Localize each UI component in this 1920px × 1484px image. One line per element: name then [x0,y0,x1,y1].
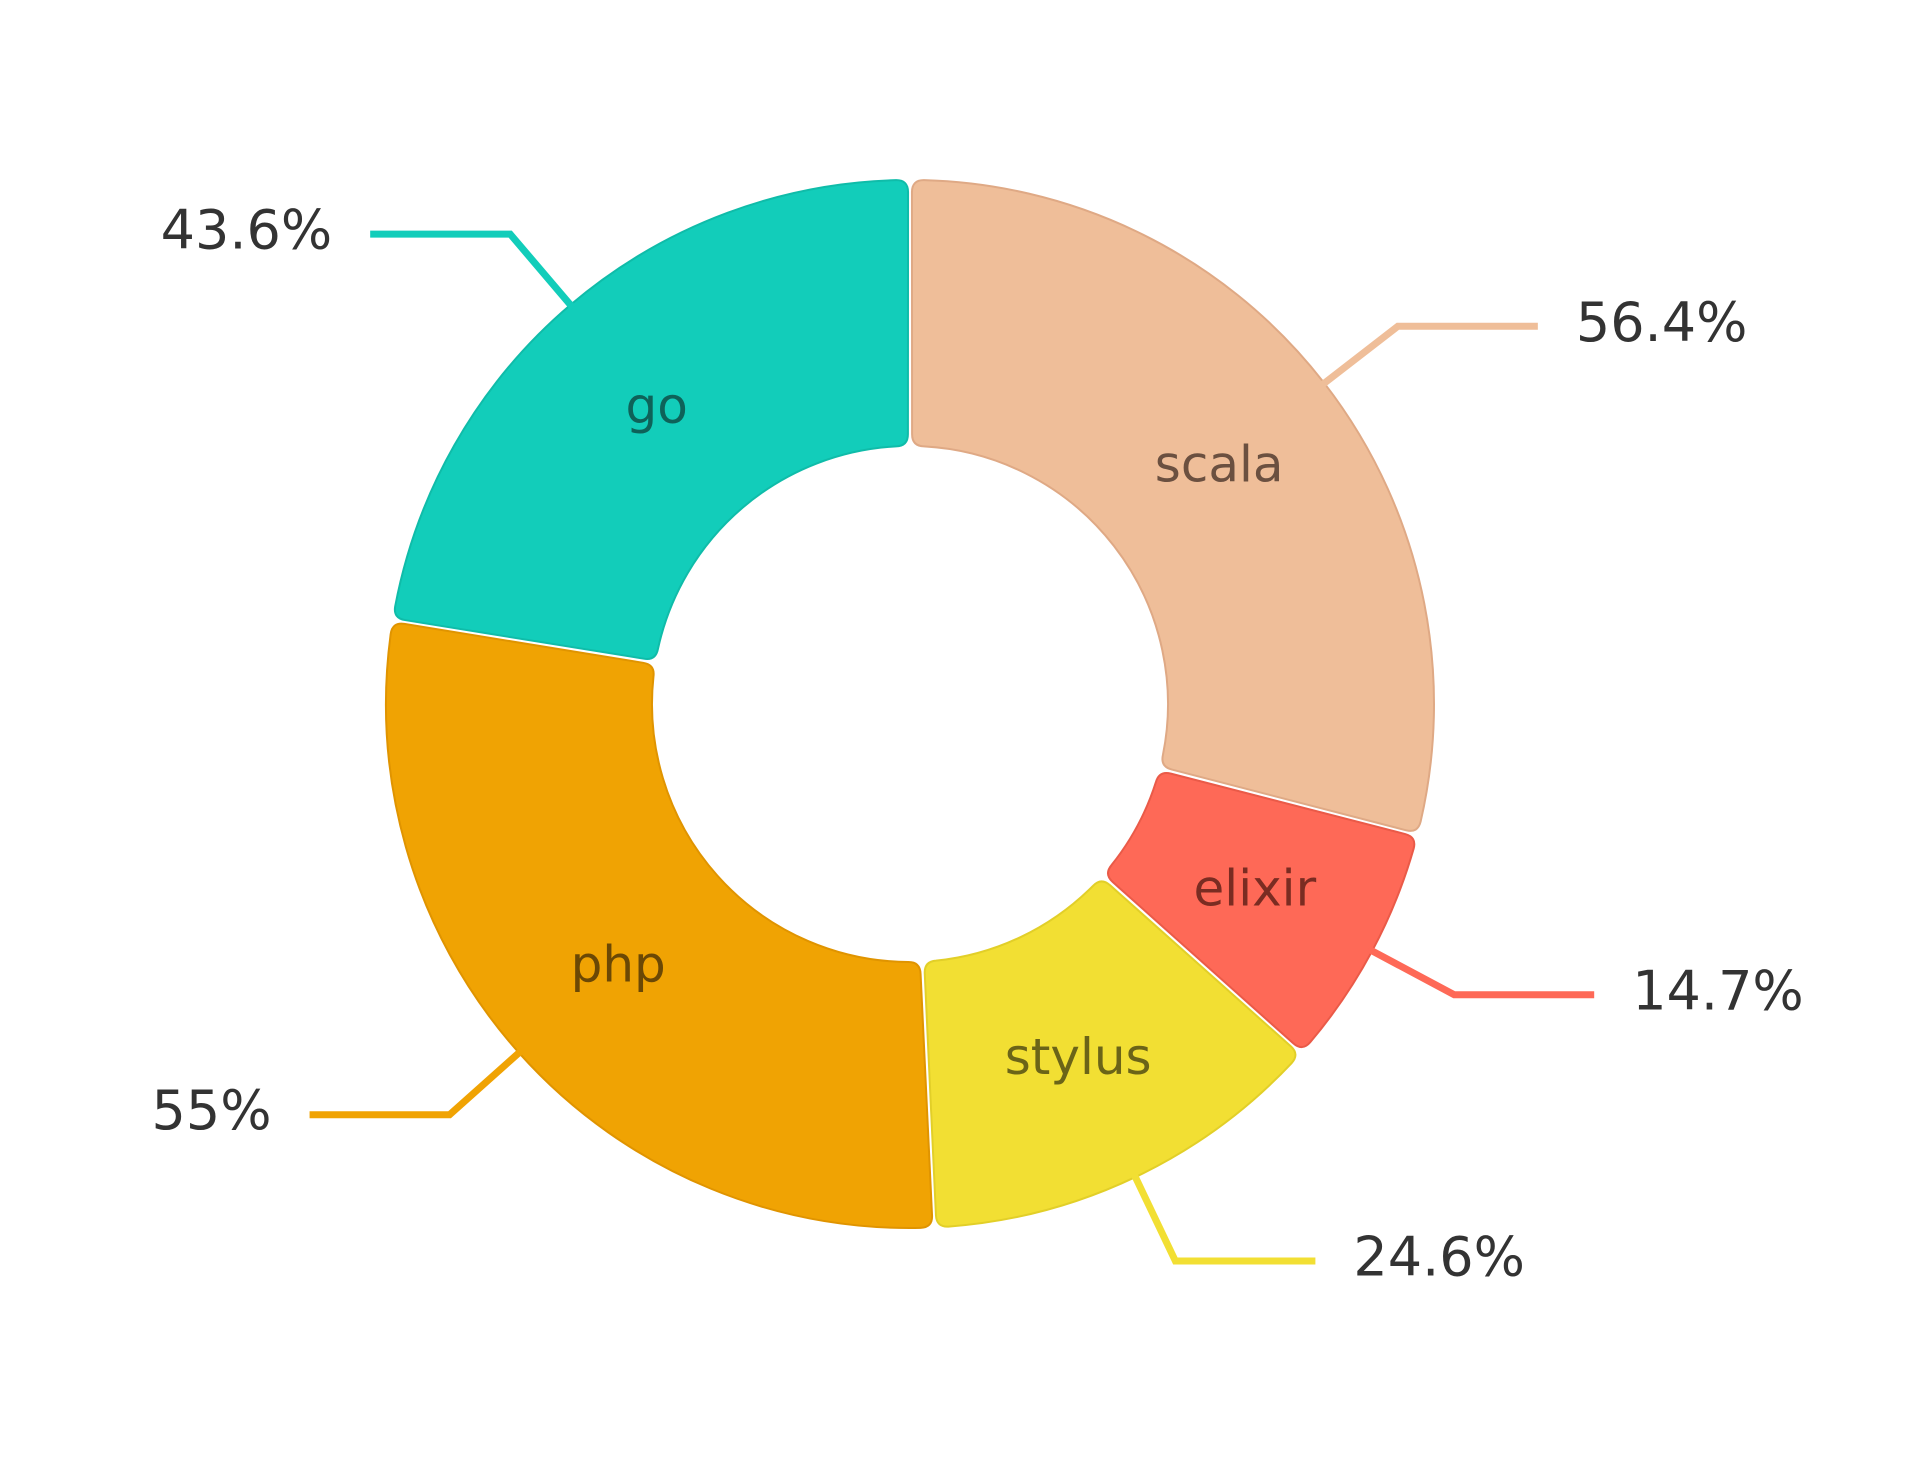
slice-stylus[interactable] [923,880,1297,1228]
leader-line-scala [1319,322,1538,389]
slice-php[interactable] [385,622,934,1229]
slice-scala[interactable] [910,179,1435,832]
percent-label-elixir: 14.7% [1632,959,1804,1022]
slice-label-scala: scala [1155,436,1284,494]
leader-line-stylus [1130,1171,1316,1265]
percent-labels-layer: 56.4% 14.7% 24.6% 55% 43.6% [152,199,1804,1289]
slice-go[interactable] [393,179,910,660]
percent-label-php: 55% [152,1079,272,1142]
slice-label-stylus: stylus [1005,1028,1152,1086]
slice-label-php: php [571,935,666,993]
percent-label-go: 43.6% [161,199,333,262]
leader-lines-layer [309,230,1595,1265]
leader-line-php [309,1047,525,1119]
slices-layer [385,179,1435,1229]
percent-label-stylus: 24.6% [1353,1226,1525,1289]
percent-label-scala: 56.4% [1576,291,1748,354]
slice-label-elixir: elixir [1194,859,1317,917]
slice-labels-layer: scala elixir stylus php go [571,377,1317,1086]
slice-label-go: go [625,377,687,435]
leader-line-elixir [1366,945,1595,999]
leader-line-go [370,230,576,311]
slice-elixir[interactable] [1107,771,1416,1049]
